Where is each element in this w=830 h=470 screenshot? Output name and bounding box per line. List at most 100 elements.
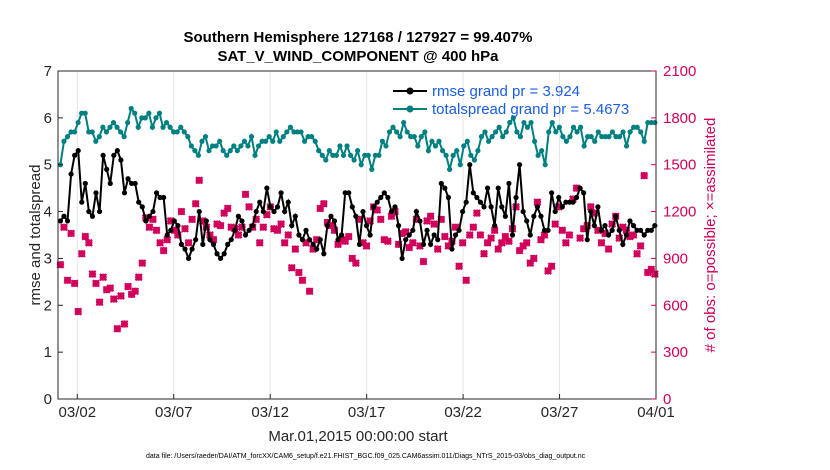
- obs-assimilated-point: [255, 238, 264, 247]
- rmse-point: [591, 223, 597, 229]
- rmse-point: [210, 241, 217, 247]
- obs-assimilated-point: [426, 212, 435, 221]
- totalspread-point: [355, 148, 361, 154]
- totalspread-point: [567, 134, 573, 140]
- rmse-point: [168, 227, 174, 233]
- y-right-tick-label: 0: [663, 391, 671, 408]
- totalspread-point: [627, 129, 633, 135]
- obs-assimilated-point: [184, 238, 193, 247]
- rmse-point: [349, 204, 355, 210]
- totalspread-point: [121, 134, 127, 140]
- totalspread-point: [347, 152, 354, 158]
- totalspread-point: [89, 129, 95, 135]
- rmse-point: [556, 194, 562, 201]
- rmse-point: [424, 227, 430, 233]
- obs-assimilated-point: [223, 204, 232, 213]
- rmse-point: [232, 227, 238, 233]
- rmse-point: [200, 241, 206, 247]
- legend-spread-label: totalspread grand pr = 5.4673: [432, 101, 629, 118]
- totalspread-point: [146, 110, 152, 116]
- totalspread-point: [153, 115, 159, 121]
- totalspread-point: [160, 124, 166, 130]
- totalspread-point: [592, 138, 598, 144]
- rmse-point: [595, 204, 601, 210]
- obs-assimilated-point: [273, 226, 282, 235]
- totalspread-point: [266, 134, 272, 140]
- rmse-point: [82, 180, 88, 187]
- x-tick-label: 03/02: [59, 404, 97, 421]
- rmse-point: [75, 148, 81, 154]
- totalspread-point: [252, 152, 258, 158]
- rmse-point: [371, 204, 377, 210]
- rmse-point: [410, 227, 416, 233]
- totalspread-point: [634, 124, 640, 130]
- totalspread-point: [570, 124, 577, 130]
- rmse-point: [499, 204, 505, 210]
- rmse-point: [395, 223, 402, 229]
- rmse-point: [516, 162, 523, 168]
- totalspread-point: [383, 143, 389, 149]
- rmse-point: [292, 213, 298, 219]
- obs-assimilated-point: [81, 232, 90, 241]
- obs-assimilated-point: [234, 231, 243, 239]
- obs-assimilated-point: [522, 238, 531, 247]
- totalspread-point: [319, 152, 325, 158]
- rmse-point: [520, 208, 526, 215]
- totalspread-point: [312, 138, 318, 144]
- legend-rmse-marker: [406, 87, 414, 95]
- obs-assimilated-point: [565, 231, 574, 239]
- totalspread-point: [496, 124, 502, 130]
- totalspread-point: [404, 129, 410, 135]
- rmse-point: [96, 208, 103, 215]
- obs-assimilated-point: [138, 259, 147, 268]
- totalspread-point: [344, 143, 350, 149]
- rmse-point: [314, 246, 320, 252]
- totalspread-point: [436, 138, 442, 144]
- rmse-point: [121, 190, 128, 196]
- totalspread-point: [542, 162, 548, 168]
- obs-assimilated-point: [60, 223, 68, 232]
- rmse-point: [513, 194, 519, 201]
- totalspread-point: [588, 134, 594, 140]
- rmse-point: [264, 185, 270, 191]
- rmse-point: [609, 227, 615, 233]
- obs-assimilated-point: [120, 320, 129, 328]
- obs-assimilated-point: [505, 237, 513, 246]
- obs-assimilated-point: [191, 199, 200, 208]
- obs-assimilated-point: [629, 231, 638, 239]
- y-left-tick-label: 0: [44, 391, 52, 408]
- rmse-point: [86, 208, 92, 215]
- obs-assimilated-point: [92, 279, 100, 288]
- totalspread-point: [181, 129, 187, 135]
- rmse-point: [257, 199, 263, 205]
- totalspread-point: [475, 148, 481, 154]
- totalspread-point: [135, 124, 141, 130]
- y-left-tick-label: 5: [44, 157, 52, 174]
- rmse-point: [221, 251, 227, 257]
- obs-assimilated-point: [351, 259, 360, 268]
- totalspread-point: [217, 138, 223, 144]
- totalspread-point: [167, 124, 173, 130]
- x-tick-label: 03/17: [348, 404, 386, 421]
- totalspread-point: [401, 119, 407, 126]
- totalspread-point: [284, 129, 290, 135]
- totalspread-point: [468, 152, 474, 158]
- chart-title-line1: Southern Hemisphere 127168 / 127927 = 99…: [184, 29, 533, 46]
- rmse-point: [470, 190, 476, 196]
- totalspread-point: [93, 138, 99, 144]
- totalspread-point: [337, 143, 343, 149]
- rmse-point: [559, 204, 565, 210]
- rmse-point: [623, 232, 629, 238]
- rmse-point: [132, 180, 138, 187]
- totalspread-point: [411, 134, 417, 140]
- totalspread-point: [178, 124, 184, 130]
- rmse-point: [541, 227, 548, 233]
- totalspread-point: [432, 143, 439, 149]
- totalspread-point: [298, 129, 304, 135]
- rmse-point: [346, 190, 352, 196]
- rmse-point: [573, 194, 580, 201]
- obs-assimilated-point: [465, 231, 474, 239]
- obs-assimilated-point: [558, 226, 567, 235]
- obs-assimilated-point: [131, 287, 140, 296]
- rmse-point: [328, 213, 334, 219]
